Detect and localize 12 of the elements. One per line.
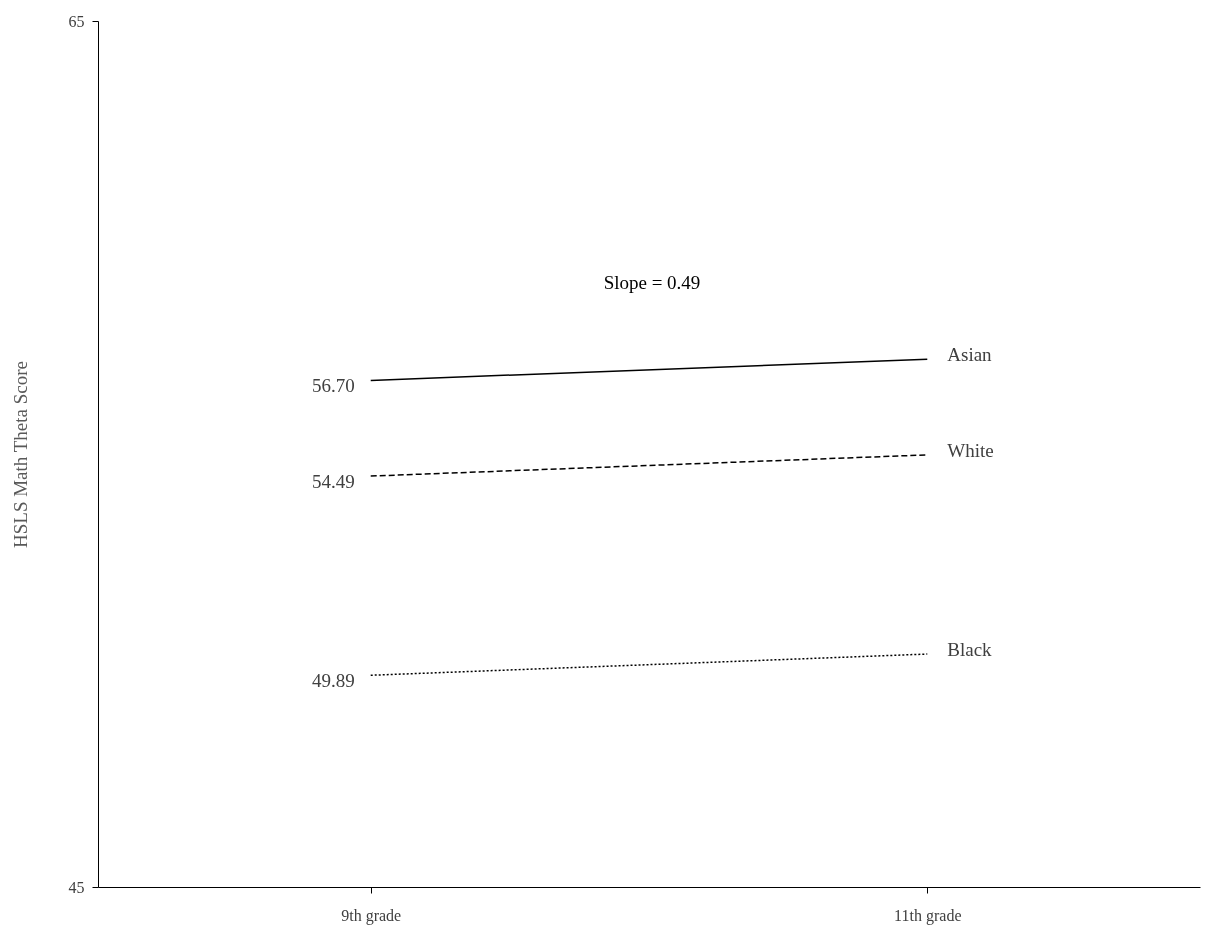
series-label: Asian bbox=[947, 344, 993, 366]
x-tick-label: 11th grade bbox=[894, 906, 962, 925]
y-tick-label: 65 bbox=[68, 12, 85, 30]
y-axis-title: HSLS Math Theta Score bbox=[9, 361, 31, 548]
data-label: 54.49 bbox=[311, 471, 355, 493]
x-tick-label: 9th grade bbox=[341, 906, 402, 925]
series-label: Black bbox=[947, 639, 993, 661]
data-label: 56.70 bbox=[311, 375, 355, 397]
data-label: 49.89 bbox=[311, 670, 355, 692]
series-label: White bbox=[947, 439, 994, 461]
y-tick-label: 45 bbox=[68, 878, 85, 896]
annotation: Slope = 0.49 bbox=[603, 272, 701, 293]
